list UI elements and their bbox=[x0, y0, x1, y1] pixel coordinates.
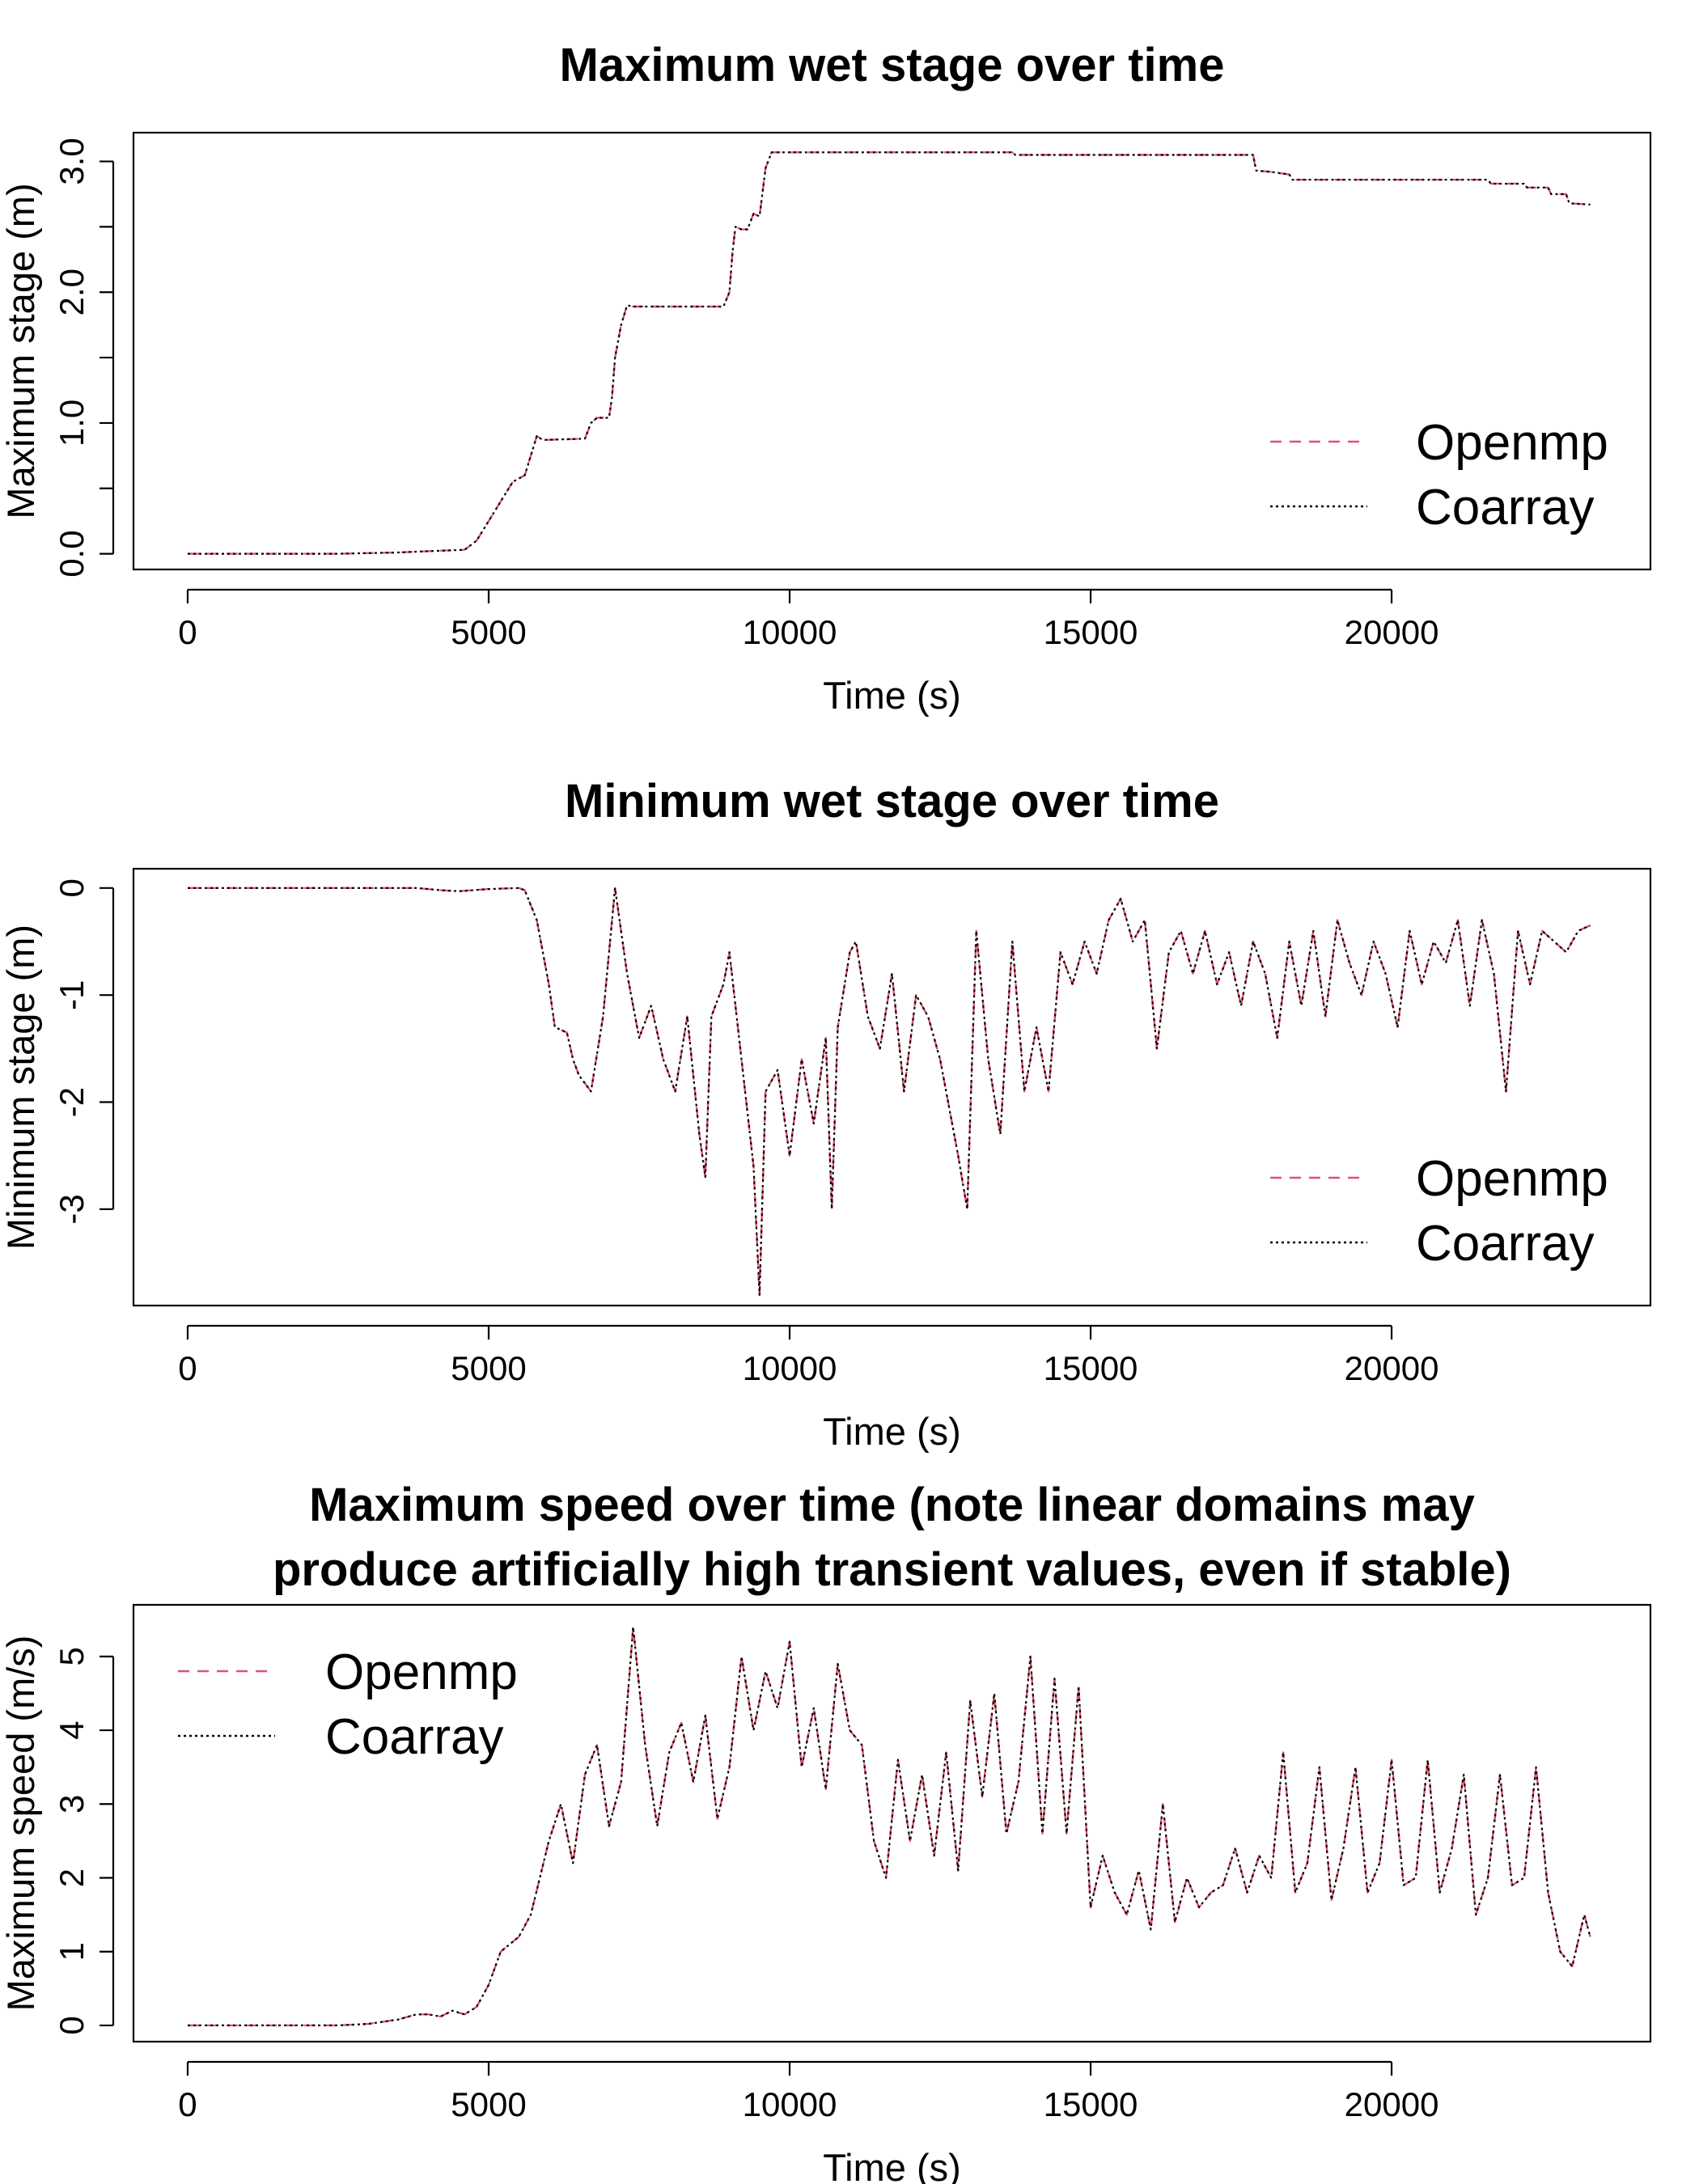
x-tick-label: 20000 bbox=[1345, 2085, 1439, 2123]
y-tick-label: -2 bbox=[53, 1087, 91, 1117]
x-tick-label: 10000 bbox=[743, 613, 837, 651]
legend: Openmp Coarray bbox=[1270, 415, 1608, 535]
y-tick-label: 0.0 bbox=[53, 530, 91, 577]
x-tick-label: 5000 bbox=[451, 613, 526, 651]
series-line-openmp bbox=[188, 1626, 1591, 2027]
x-tick-label: 0 bbox=[178, 2085, 197, 2123]
series-line-coarray bbox=[188, 151, 1591, 555]
y-tick-label: 1.0 bbox=[53, 400, 91, 447]
series-line-coarray bbox=[188, 887, 1591, 1296]
y-tick-label: 2.0 bbox=[53, 269, 91, 315]
plot-frame bbox=[132, 1603, 1652, 2043]
chart-1: Maximum wet stage over time 0 5000 10000 150… bbox=[0, 39, 1652, 717]
x-tick-label: 15000 bbox=[1044, 2085, 1138, 2123]
legend-label-openmp: Openmp bbox=[1416, 415, 1608, 471]
y-axis-label: Maximum stage (m) bbox=[0, 183, 42, 518]
chart-title: Maximum wet stage over time bbox=[560, 39, 1225, 91]
legend-label-openmp: Openmp bbox=[325, 1644, 518, 1700]
x-tick-label: 20000 bbox=[1345, 613, 1439, 651]
legend-label-coarray: Coarray bbox=[1416, 480, 1595, 535]
chart-title-line-2: produce artificially high transient valu… bbox=[273, 1543, 1511, 1596]
y-tick-label: 0 bbox=[53, 878, 91, 897]
y-tick-label: 0 bbox=[53, 2016, 91, 2034]
series-line-openmp bbox=[188, 887, 1591, 1296]
plot-frame bbox=[132, 131, 1652, 571]
plot-frame bbox=[132, 867, 1652, 1307]
x-tick-label: 15000 bbox=[1044, 1349, 1138, 1387]
chart-title: Minimum wet stage over time bbox=[565, 775, 1219, 827]
series-line-openmp bbox=[188, 151, 1591, 555]
legend: Openmp Coarray bbox=[1270, 1151, 1608, 1272]
legend-label-coarray: Coarray bbox=[1416, 1216, 1595, 1272]
series-line-coarray bbox=[188, 1626, 1591, 2026]
x-tick-label: 5000 bbox=[451, 1349, 526, 1387]
y-tick-label: 1 bbox=[53, 1942, 91, 1961]
chart-title-line-1: Maximum speed over time (note linear dom… bbox=[309, 1479, 1475, 1531]
x-tick-label: 15000 bbox=[1044, 613, 1138, 651]
legend-label-openmp: Openmp bbox=[1416, 1151, 1608, 1207]
y-tick-label: 3.0 bbox=[53, 138, 91, 184]
chart-2: Minimum wet stage over time 0 5000 10000 150… bbox=[0, 775, 1652, 1453]
y-axis-label: Minimum stage (m) bbox=[0, 925, 42, 1250]
y-tick-label: 5 bbox=[53, 1647, 91, 1666]
y-tick-label: -3 bbox=[53, 1194, 91, 1224]
x-axis-label: Time (s) bbox=[823, 674, 961, 717]
y-tick-label: 4 bbox=[53, 1721, 91, 1739]
x-tick-label: 0 bbox=[178, 613, 197, 651]
x-tick-label: 10000 bbox=[743, 1349, 837, 1387]
y-axis-label: Maximum speed (m/s) bbox=[0, 1636, 42, 2012]
x-axis-label: Time (s) bbox=[823, 2146, 961, 2184]
legend: Openmp Coarray bbox=[178, 1644, 518, 1765]
y-tick-label: 2 bbox=[53, 1869, 91, 1887]
x-tick-label: 0 bbox=[178, 1349, 197, 1387]
chart-3: Maximum speed over time (note linear dom… bbox=[0, 1479, 1652, 2184]
y-tick-label: 3 bbox=[53, 1795, 91, 1814]
x-axis-label: Time (s) bbox=[823, 1410, 961, 1453]
x-tick-label: 10000 bbox=[743, 2085, 837, 2123]
legend-label-coarray: Coarray bbox=[325, 1709, 504, 1765]
y-tick-label: -1 bbox=[53, 980, 91, 1009]
x-tick-label: 5000 bbox=[451, 2085, 526, 2123]
x-tick-label: 20000 bbox=[1345, 1349, 1439, 1387]
